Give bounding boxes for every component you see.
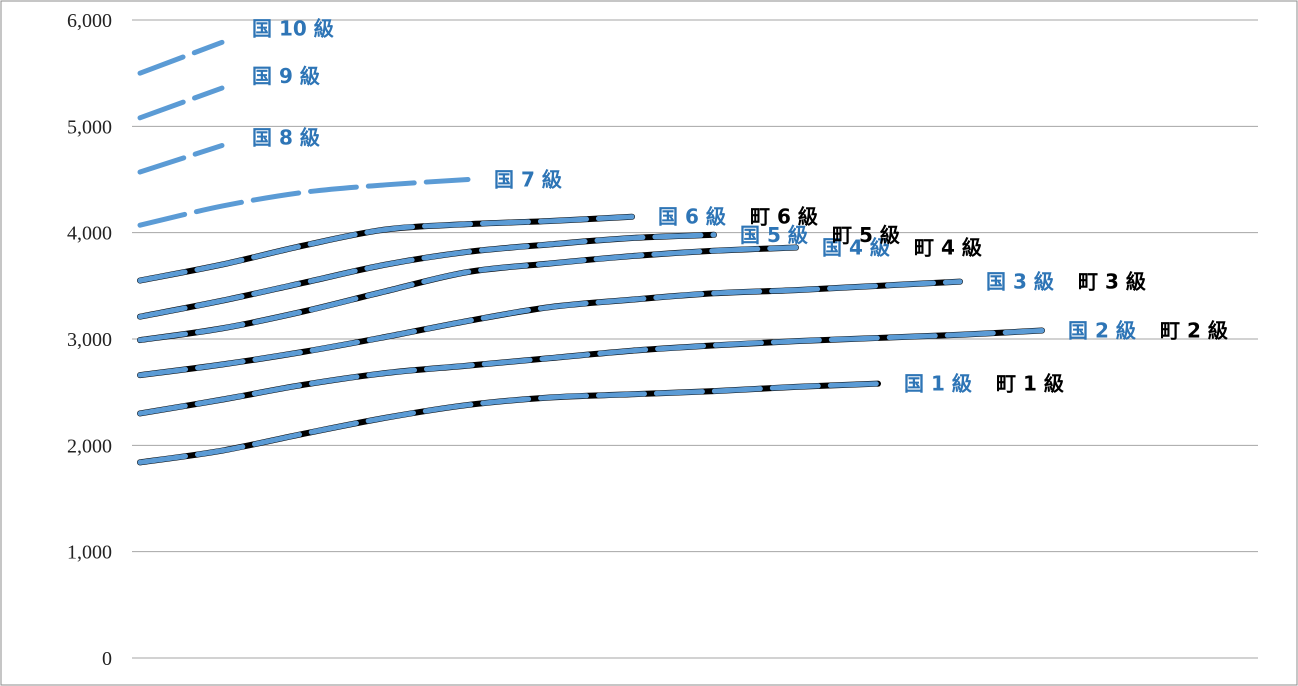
y-tick-label: 1,000 xyxy=(67,542,112,564)
y-tick-label: 2,000 xyxy=(67,435,112,457)
series-labels: 国 1 級 国 2 級国 3 級 国 4 級国 5 級国 6 級 国 7 級 国 8 級… xyxy=(252,16,1228,395)
series-line-national xyxy=(137,142,225,175)
series-label-town: 町 1 級 xyxy=(996,372,1064,396)
y-axis-tick-labels: 0 1,000 2,000 3,000 4,000 5,000 6,000 xyxy=(67,10,112,670)
series-label-national: 国 3 級 xyxy=(986,270,1054,294)
series-line-national xyxy=(137,245,799,343)
series-label-national: 国 5 級 xyxy=(740,223,808,247)
series-label-town: 町 5 級 xyxy=(832,223,900,247)
y-tick-label: 0 xyxy=(102,648,112,670)
series-line-national xyxy=(137,177,471,228)
series-line-national xyxy=(137,327,1045,416)
series-label-national: 国 6 級 xyxy=(658,205,726,229)
series-label-national: 国 7 級 xyxy=(494,168,562,192)
series-line-national xyxy=(137,232,717,320)
series-label-town: 町 6 級 xyxy=(750,205,818,229)
series-label-town: 町 4 級 xyxy=(914,236,982,260)
series-label-national: 国 9 級 xyxy=(252,64,320,88)
series-line-national xyxy=(137,85,225,121)
series-label-national: 国 2 級 xyxy=(1068,318,1136,342)
series-label-national: 国 1 級 xyxy=(904,372,972,396)
series-label-town: 町 3 級 xyxy=(1078,270,1146,294)
series-line-national xyxy=(137,214,635,284)
series-label-national: 国 8 級 xyxy=(252,125,320,149)
y-tick-label: 4,000 xyxy=(67,223,112,245)
series-line-national xyxy=(137,279,963,378)
series-lines xyxy=(137,39,1045,466)
series-line-national xyxy=(137,39,225,76)
series-line-national xyxy=(137,381,881,465)
series-label-national: 国 10 級 xyxy=(252,16,334,40)
y-tick-label: 6,000 xyxy=(67,10,112,32)
y-tick-label: 5,000 xyxy=(67,116,112,138)
series-label-town: 町 2 級 xyxy=(1160,318,1228,342)
series-label-national: 国 4 級 xyxy=(822,236,890,260)
y-tick-label: 3,000 xyxy=(67,329,112,351)
